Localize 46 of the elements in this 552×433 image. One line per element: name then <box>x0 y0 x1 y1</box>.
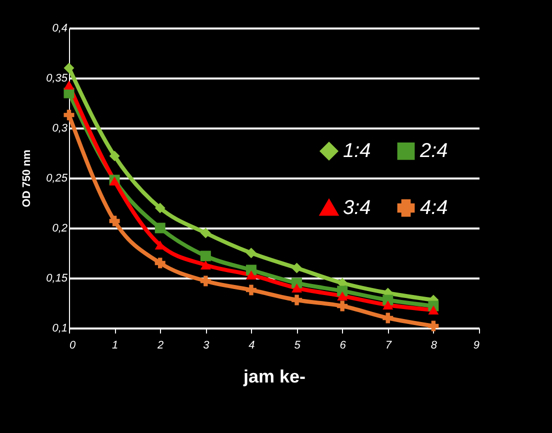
point <box>154 202 166 214</box>
y-axis-title: OD 750 nm <box>21 150 34 208</box>
point <box>246 284 256 296</box>
legend-label: 3:4 <box>343 197 371 219</box>
point <box>109 216 120 226</box>
x-tick-label: 6 <box>340 340 347 352</box>
x-tick-label: 9 <box>473 340 480 352</box>
legend-label: 1:4 <box>343 140 371 162</box>
point <box>292 294 302 306</box>
y-tick-label: 0,15 <box>46 272 68 284</box>
point <box>382 312 394 324</box>
point <box>154 222 166 234</box>
y-tick-label: 0,1 <box>52 322 68 334</box>
point <box>337 291 348 301</box>
point <box>200 228 211 238</box>
y-tick-label: 0,2 <box>52 222 68 234</box>
point <box>246 270 256 280</box>
point <box>292 283 302 293</box>
x-tick-label: 1 <box>112 340 118 352</box>
x-tick-label: 0 <box>70 340 76 352</box>
y-tick-label: 0,35 <box>46 72 68 84</box>
y-tick-label: 0,3 <box>52 122 68 134</box>
y-tick-label: 0,25 <box>46 172 68 184</box>
point <box>246 248 256 258</box>
x-tick-label: 2 <box>156 340 164 352</box>
x-tick-label: 8 <box>430 340 438 352</box>
point <box>200 276 211 286</box>
y-tick-label: 0,4 <box>52 22 68 34</box>
x-tick-label: 7 <box>385 340 392 352</box>
point <box>109 150 120 162</box>
x-tick-label: 5 <box>294 340 302 352</box>
x-tick-label: 3 <box>203 340 210 352</box>
point <box>337 300 348 312</box>
point <box>292 262 302 274</box>
legend-label: 4:4 <box>420 197 448 219</box>
point <box>382 300 394 310</box>
point <box>200 260 211 270</box>
point <box>154 258 166 268</box>
point <box>428 305 439 315</box>
point <box>200 250 211 262</box>
point <box>428 320 439 332</box>
point <box>64 110 74 120</box>
point <box>64 62 74 74</box>
x-axis-title: jam ke- <box>242 366 306 386</box>
legend-label: 2:4 <box>419 140 448 162</box>
x-tick-label: 4 <box>248 340 255 352</box>
